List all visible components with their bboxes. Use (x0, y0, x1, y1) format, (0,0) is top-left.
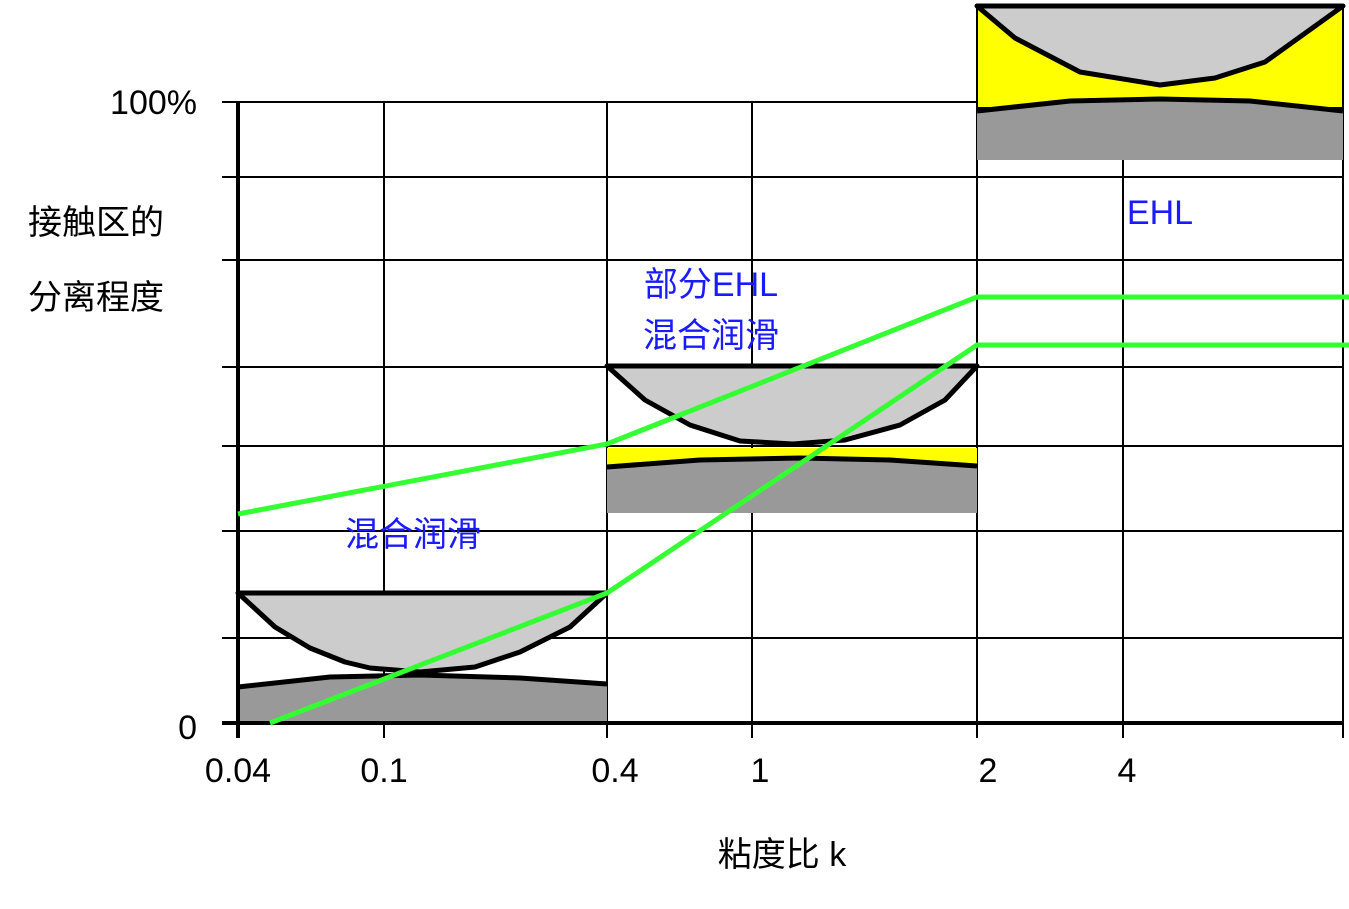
x-tick-label: 1 (751, 752, 770, 790)
contact-panel-1 (235, 590, 610, 723)
x-tick-label: 0.04 (205, 752, 271, 790)
green-lines (237, 294, 1349, 726)
x-tick-label: 0.4 (591, 752, 638, 790)
contact-panel-2 (604, 363, 980, 513)
contact-panel-3 (974, 3, 1346, 160)
region-label: EHL (1127, 194, 1193, 232)
region-label: 混合润滑 (345, 516, 481, 554)
y-bottom-label: 0 (178, 709, 197, 747)
region-label: 部分EHL (644, 266, 778, 304)
x-tick-label: 2 (979, 752, 998, 790)
x-tick-label: 4 (1118, 752, 1137, 790)
y-title: 分离程度 (28, 279, 164, 317)
y-top-label: 100% (110, 84, 197, 122)
region-label: 混合润滑 (643, 317, 779, 355)
axes (222, 102, 1343, 738)
y-title: 接触区的 (28, 204, 164, 242)
x-title: 粘度比 k (718, 836, 847, 874)
x-tick-label: 0.1 (360, 752, 407, 790)
grid (222, 101, 1344, 738)
